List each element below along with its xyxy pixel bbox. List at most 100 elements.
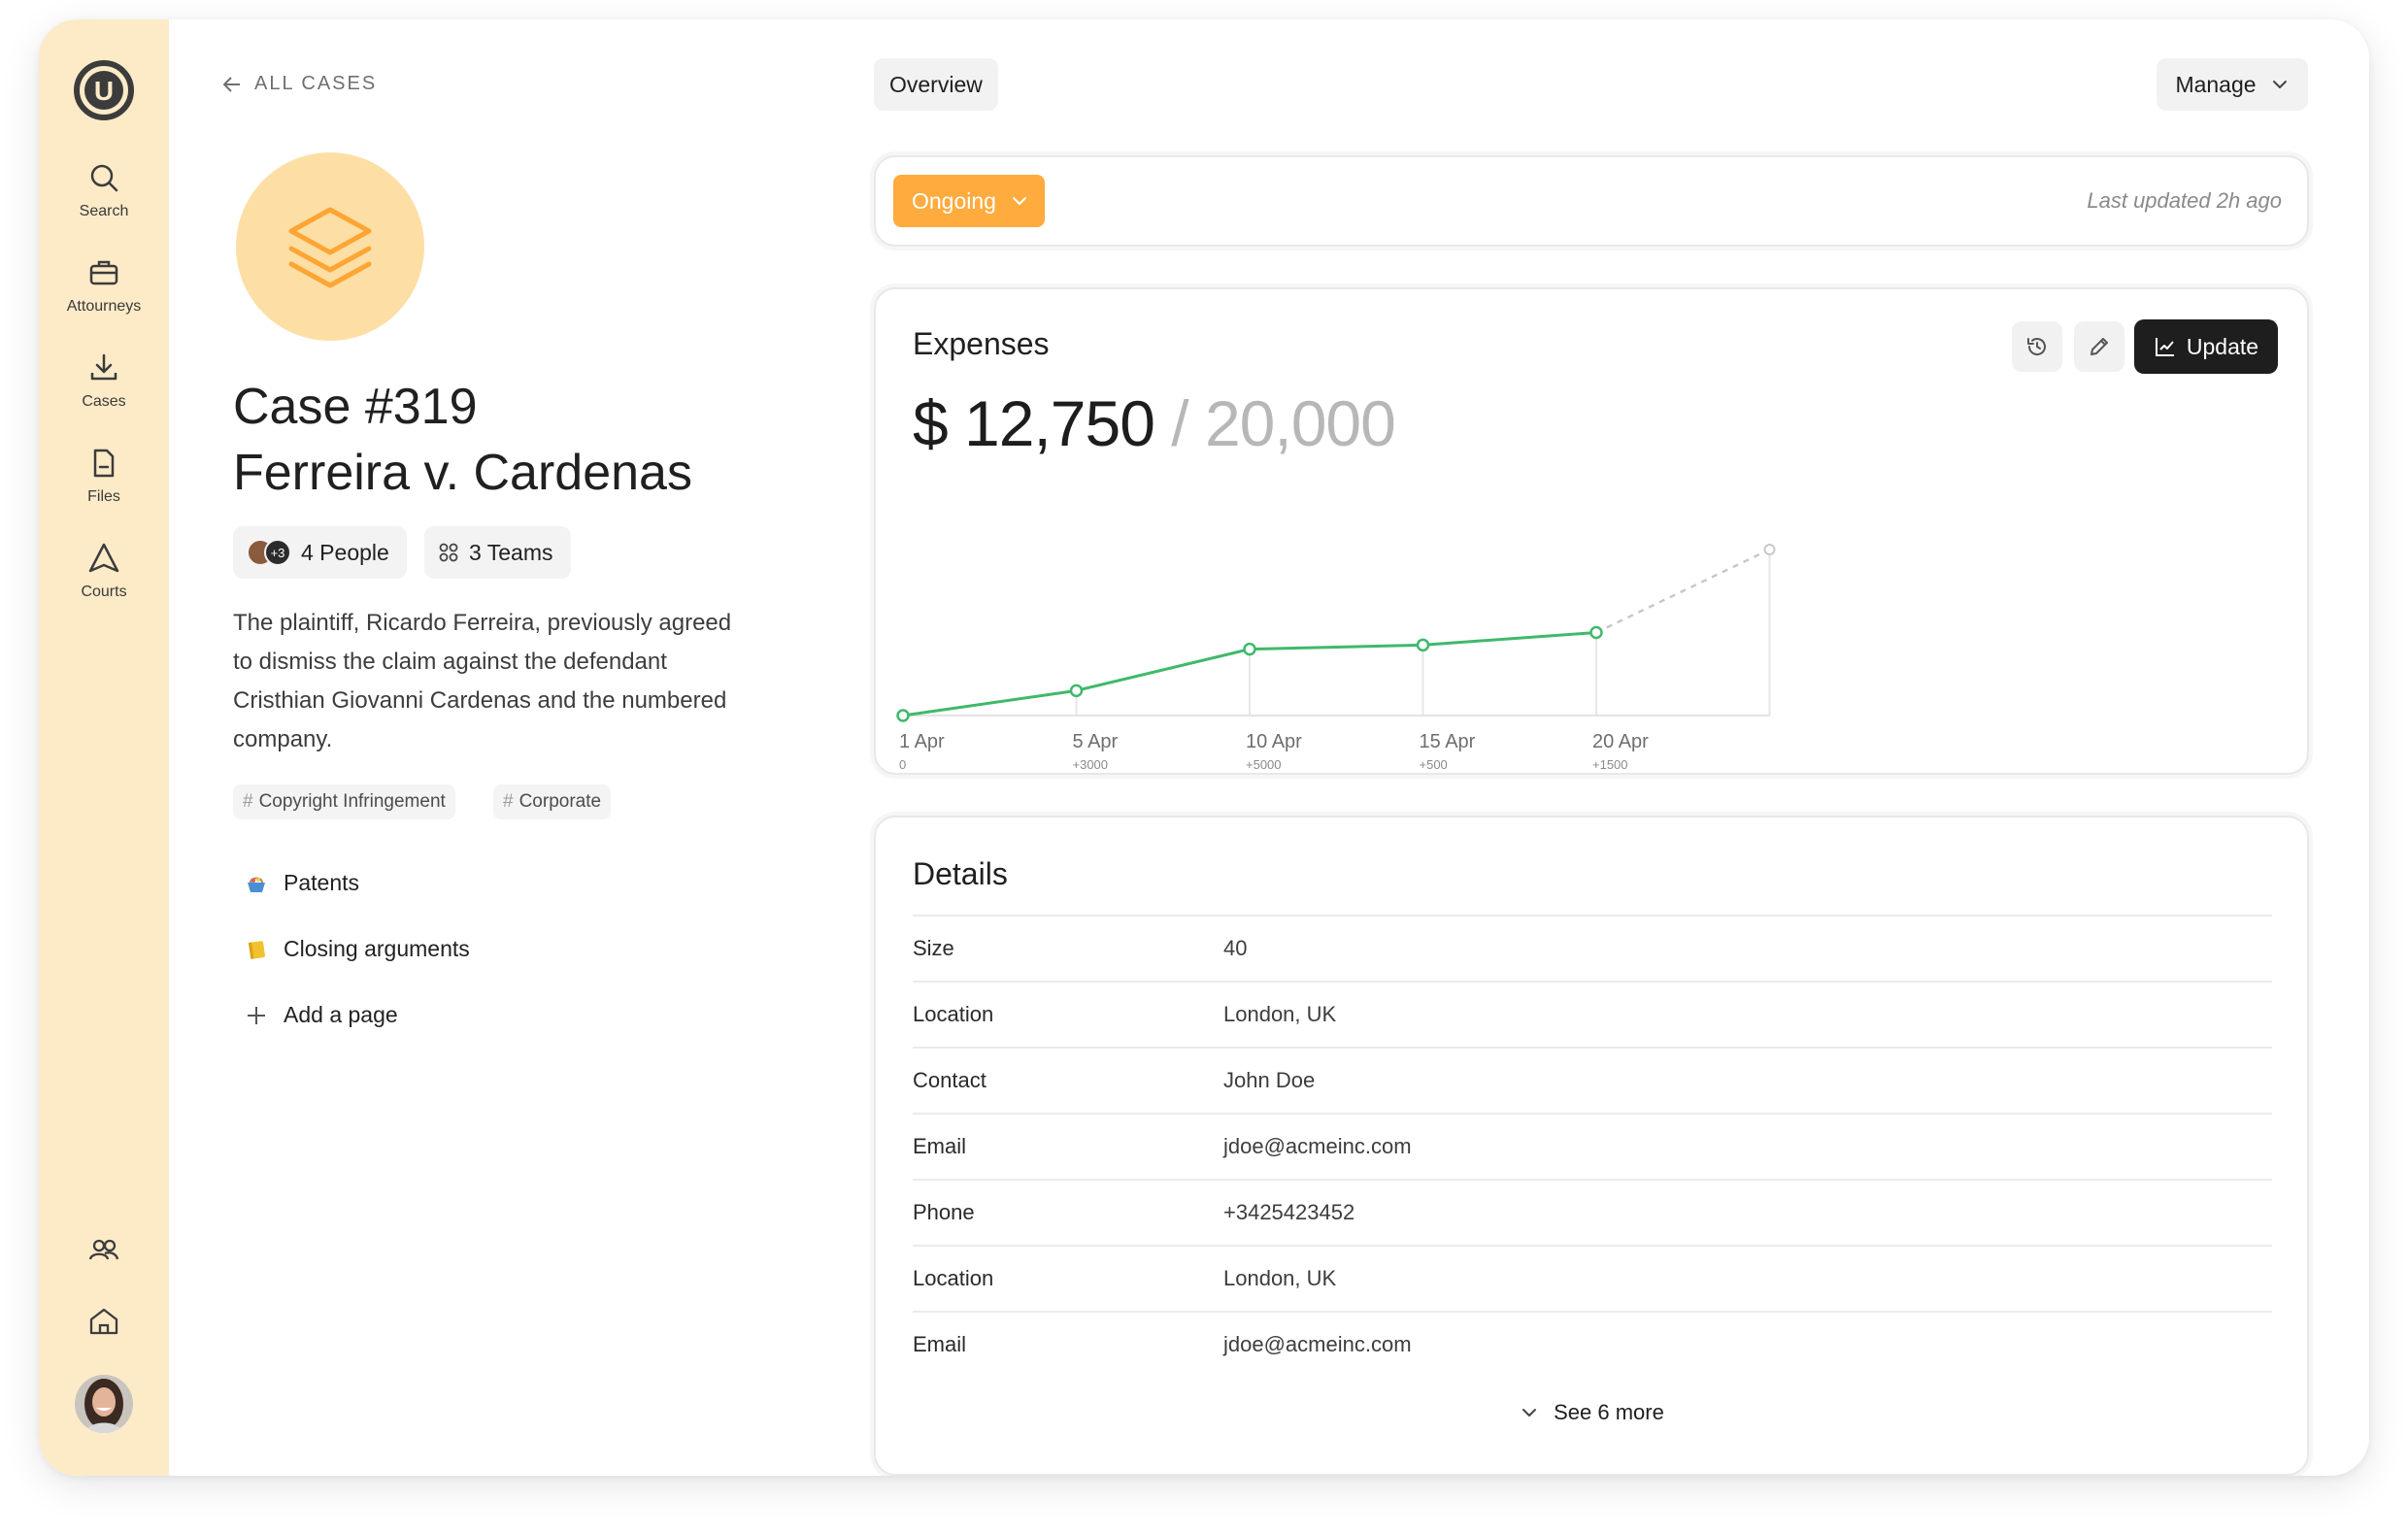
- chart-x-tick-label: 5 Apr: [1073, 731, 1119, 752]
- people-more-badge: +3: [264, 539, 291, 566]
- nav-attourneys-label: Attourneys: [66, 298, 142, 315]
- teams-grid-icon: [439, 543, 458, 562]
- details-value: jdoe@acmeinc.com: [1223, 1134, 1412, 1158]
- details-key: Location: [913, 1002, 994, 1026]
- page-link-label: Closing arguments: [284, 936, 470, 961]
- overview-tab[interactable]: Overview: [874, 58, 998, 111]
- tag-copyright-infringement[interactable]: # Copyright Infringement: [233, 784, 455, 819]
- user-avatar-image: [75, 1375, 133, 1433]
- teams-count: 3 Teams: [469, 539, 553, 565]
- details-row: Location London, UK: [913, 981, 2272, 1047]
- details-key: Location: [913, 1266, 994, 1290]
- see-more-button[interactable]: See 6 more: [876, 1400, 2307, 1425]
- teams-chip[interactable]: 3 Teams: [424, 526, 571, 579]
- navigation-triangle-icon: [88, 543, 119, 573]
- nav-courts[interactable]: Courts: [39, 541, 169, 618]
- back-to-all-cases-link[interactable]: ALL CASES: [221, 73, 377, 95]
- home-icon[interactable]: [85, 1303, 122, 1340]
- chart-delta-label: +5000: [1246, 757, 1282, 772]
- chevron-down-icon: [2272, 81, 2287, 88]
- status-label: Ongoing: [912, 187, 996, 214]
- tag-corporate[interactable]: # Corporate: [493, 784, 612, 819]
- chart-delta-label: +3000: [1073, 757, 1109, 772]
- expenses-total: / 20,000: [1171, 387, 1396, 459]
- nav-files[interactable]: Files: [39, 446, 169, 523]
- page-link-closing-arguments[interactable]: Closing arguments: [245, 936, 470, 962]
- case-description: The plaintiff, Ricardo Ferreira, previou…: [233, 610, 732, 752]
- details-row: Email jdoe@acmeinc.com: [913, 1113, 2272, 1179]
- chart-x-tick-label: 1 Apr: [899, 731, 945, 752]
- edit-button[interactable]: [2074, 321, 2124, 372]
- nav-cases[interactable]: Cases: [39, 350, 169, 428]
- chart-delta-label: 0: [899, 757, 906, 772]
- details-title: Details: [913, 856, 1008, 891]
- manage-dropdown[interactable]: Manage: [2157, 58, 2308, 111]
- details-value: London, UK: [1223, 1002, 1337, 1026]
- back-link-label: ALL CASES: [254, 73, 378, 94]
- expenses-title: Expenses: [913, 326, 1050, 361]
- status-dropdown[interactable]: Ongoing: [893, 175, 1045, 227]
- history-icon: [2027, 338, 2046, 355]
- history-button[interactable]: [2012, 321, 2062, 372]
- nav-files-label: Files: [87, 488, 120, 505]
- details-key: Email: [913, 1332, 967, 1356]
- details-key: Phone: [913, 1200, 975, 1224]
- nav-courts-label: Courts: [81, 584, 127, 600]
- page-link-label: Patents: [284, 870, 359, 895]
- details-value: jdoe@acmeinc.com: [1223, 1332, 1412, 1356]
- page-link-patents[interactable]: Patents: [245, 870, 359, 896]
- logo-icon[interactable]: U: [73, 59, 135, 121]
- file-icon: [93, 449, 115, 478]
- update-label: Update: [2186, 333, 2259, 359]
- user-avatar[interactable]: [75, 1375, 133, 1433]
- case-icon-badge: [236, 152, 424, 341]
- app-window: U Search Attourneys Cases: [39, 19, 2369, 1476]
- hash-icon: #: [503, 791, 514, 812]
- expenses-amount: $ 12,750 / 20,000: [913, 386, 1396, 460]
- expenses-card: 1 Apr 0 5 Apr +3000 10 Apr +5000 15 Apr +500 20 …: [874, 287, 2309, 775]
- details-row: Location London, UK: [913, 1245, 2272, 1311]
- details-value: +3425423452: [1223, 1200, 1355, 1224]
- sidebar: U Search Attourneys Cases: [39, 19, 169, 1476]
- chart-projection-point: [1763, 544, 1776, 555]
- manage-label: Manage: [2175, 71, 2257, 97]
- expenses-chart: 1 Apr 0 5 Apr +3000 10 Apr +5000 15 Apr +500 20 …: [896, 544, 1776, 772]
- notebook-icon: [248, 940, 265, 959]
- chart-point: [1589, 625, 1603, 640]
- search-icon: [90, 164, 118, 192]
- add-page-button[interactable]: Add a page: [245, 1002, 398, 1028]
- chart-point: [1069, 684, 1084, 698]
- see-more-label: See 6 more: [1554, 1400, 1664, 1424]
- svg-text:U: U: [94, 76, 114, 106]
- update-button[interactable]: Update: [2134, 319, 2278, 374]
- chart-x-tick-label: 20 Apr: [1592, 731, 1649, 752]
- layers-icon: [288, 207, 372, 288]
- case-number: Case #319: [233, 379, 478, 435]
- basket-icon: [248, 877, 265, 892]
- tag-label: Copyright Infringement: [258, 791, 446, 812]
- details-key: Contact: [913, 1068, 987, 1092]
- pencil-icon: [2090, 338, 2108, 355]
- people-chip[interactable]: +3 4 People: [233, 526, 407, 579]
- briefcase-icon: [89, 260, 118, 285]
- nav-search[interactable]: Search: [39, 160, 169, 238]
- arrow-left-icon: [223, 76, 240, 92]
- nav-cases-label: Cases: [82, 393, 126, 410]
- nav-attourneys[interactable]: Attourneys: [39, 255, 169, 333]
- details-row: Size 40: [913, 915, 2272, 981]
- details-value: 40: [1223, 936, 1248, 960]
- nav-search-label: Search: [79, 203, 129, 219]
- chart-point: [1416, 638, 1430, 652]
- users-icon[interactable]: [85, 1231, 122, 1268]
- details-value: London, UK: [1223, 1266, 1337, 1290]
- details-key: Email: [913, 1134, 967, 1158]
- people-avatars: +3: [247, 539, 291, 566]
- download-icon: [90, 353, 117, 381]
- chart-x-tick-label: 10 Apr: [1246, 731, 1302, 752]
- details-row: Phone +3425423452: [913, 1179, 2272, 1245]
- plus-icon: [248, 1006, 265, 1024]
- case-title: Case #319 Ferreira v. Cardenas: [233, 374, 692, 506]
- people-count: 4 People: [301, 539, 389, 565]
- chevron-down-icon: [1522, 1409, 1537, 1417]
- hash-icon: #: [243, 791, 253, 812]
